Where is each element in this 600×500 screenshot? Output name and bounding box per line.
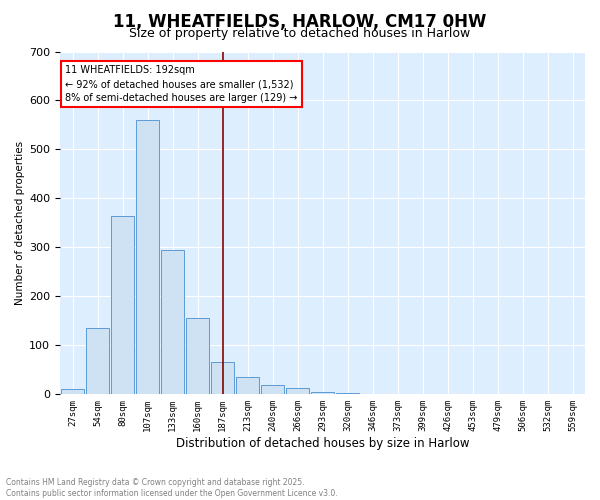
Bar (111, 216, 134, 394)
Bar (86, 328, 109, 394)
Bar (261, 384, 284, 394)
Bar (136, 120, 159, 394)
Bar (336, 393, 359, 394)
Text: 11 WHEATFIELDS: 192sqm
← 92% of detached houses are smaller (1,532)
8% of semi-d: 11 WHEATFIELDS: 192sqm ← 92% of detached… (65, 65, 298, 103)
Bar (161, 250, 184, 394)
Text: 11, WHEATFIELDS, HARLOW, CM17 0HW: 11, WHEATFIELDS, HARLOW, CM17 0HW (113, 12, 487, 30)
X-axis label: Distribution of detached houses by size in Harlow: Distribution of detached houses by size … (176, 437, 469, 450)
Bar (236, 377, 259, 394)
Text: Size of property relative to detached houses in Harlow: Size of property relative to detached ho… (130, 28, 470, 40)
Bar (186, 318, 209, 394)
Bar (61, 390, 84, 394)
Bar (211, 362, 234, 394)
Bar (286, 388, 309, 394)
Bar (311, 392, 334, 394)
Text: Contains HM Land Registry data © Crown copyright and database right 2025.
Contai: Contains HM Land Registry data © Crown c… (6, 478, 338, 498)
Y-axis label: Number of detached properties: Number of detached properties (15, 141, 25, 305)
